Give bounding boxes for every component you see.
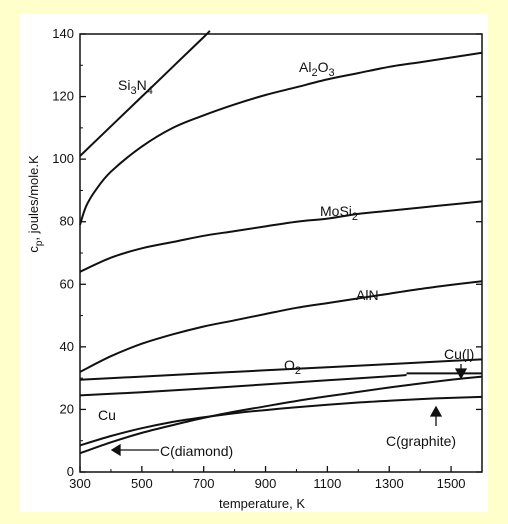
label-cul: Cu(l) [444,346,474,362]
label-cgraphite: C(graphite) [386,433,456,449]
y-axis-title-p: p [34,240,45,246]
y-tick-label: 20 [60,401,74,416]
x-tick-label: 900 [255,476,277,491]
chart-figure: 300 500 700 900 1100 1300 1500 0 20 40 60 80 100 120… [20,14,488,512]
series-line-aln [79,280,483,373]
y-tick-label: 140 [52,26,74,41]
x-tick-label: 1500 [437,476,466,491]
series-line-al2o3 [79,51,483,226]
y-tick-label: 60 [60,276,74,291]
chart-canvas: 300 500 700 900 1100 1300 1500 0 20 40 60 80 100 120… [26,26,483,511]
y-axis-title-rest: , joules/mole.K [26,155,41,241]
curves-group [79,30,483,455]
plot-frame [79,33,483,473]
label-aln: AlN [356,287,379,303]
x-tick-label: 500 [131,476,153,491]
y-tick-label: 80 [60,214,74,229]
x-axis-ticks: 300 500 700 900 1100 1300 1500 [69,466,466,491]
y-tick-label: 40 [60,339,74,354]
x-tick-label: 1300 [375,476,404,491]
label-cdiamond: C(diamond) [160,443,233,459]
y-tick-label: 100 [52,151,74,166]
series-line-c-diamond [79,375,483,455]
arrow-cdiamond [110,443,159,457]
y-axis-title: cp, joules/mole.K [26,155,45,253]
series-line-o2 [79,358,483,381]
y-tick-label: 120 [52,89,74,104]
y-axis-ticks: 0 20 40 60 80 100 120 140 [52,26,482,479]
y-axis-title-c: c [26,246,41,253]
x-tick-label: 300 [69,476,91,491]
x-tick-label: 1100 [313,476,341,491]
series-line-si3n4 [79,30,211,157]
label-al2o3: Al2O3 [299,59,335,79]
label-o2: O2 [284,357,301,377]
label-si3n4: Si3N4 [118,77,153,97]
arrow-cul [454,364,468,380]
series-line-c-graphite [79,395,483,447]
x-axis-title: temperature, K [219,496,305,511]
series-line-mosi2 [79,200,483,273]
y-tick-label: 0 [67,464,74,479]
series-line-cu [79,374,407,397]
label-cu: Cu [98,407,116,423]
arrow-cgraphite [429,405,443,426]
x-tick-label: 700 [193,476,215,491]
label-mosi2: MoSi2 [320,203,358,223]
